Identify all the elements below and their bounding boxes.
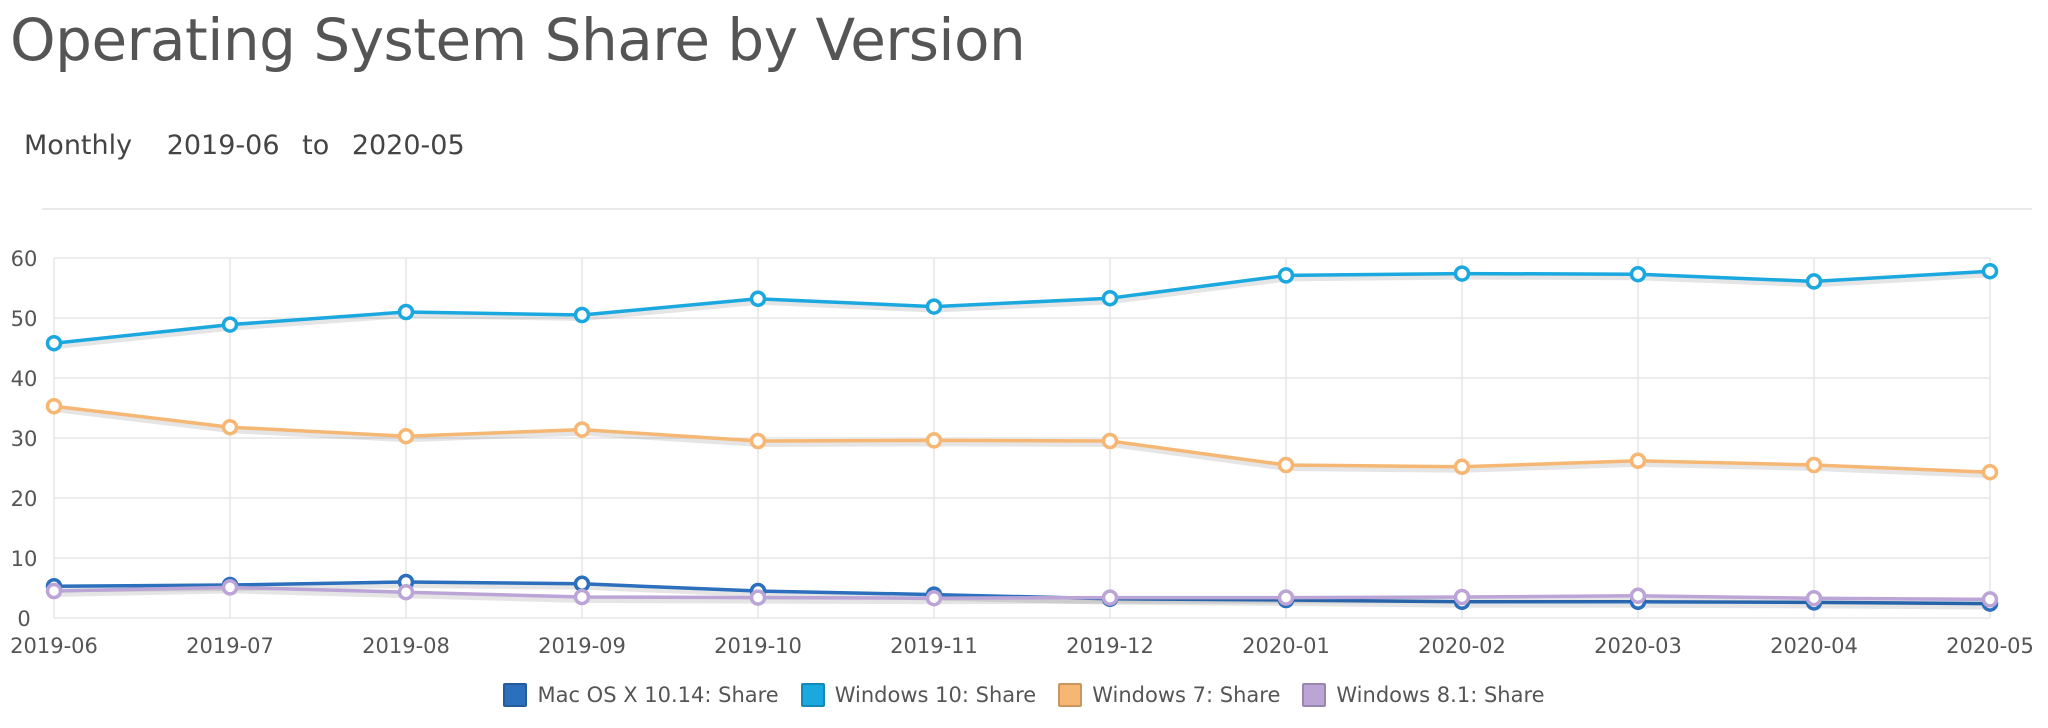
interval-label[interactable]: Monthly (24, 130, 133, 161)
data-point[interactable] (1277, 589, 1295, 606)
data-point[interactable] (45, 334, 63, 352)
x-tick-label: 2019-10 (714, 634, 802, 658)
legend-item[interactable]: Windows 7: Share (1058, 683, 1280, 707)
data-point[interactable] (749, 432, 767, 450)
legend-label: Mac OS X 10.14: Share (537, 683, 779, 707)
data-point[interactable] (397, 427, 415, 445)
y-tick-label: 30 (11, 427, 38, 451)
page-title: Operating System Share by Version (10, 6, 1026, 74)
series-shadow (54, 406, 1992, 479)
axis-layer: 0 10 20 30 40 50 60 2019-06 2019-07 2019-08 2019-0… (10, 247, 2034, 658)
header-divider (42, 208, 2032, 210)
data-point[interactable] (45, 397, 63, 415)
series-shadow (54, 271, 1992, 350)
legend-label: Windows 8.1: Share (1336, 683, 1545, 707)
data-point[interactable] (1101, 289, 1119, 307)
data-point[interactable] (1981, 262, 1999, 280)
x-tick-label: 2019-09 (538, 634, 626, 658)
data-point[interactable] (221, 579, 239, 596)
x-tick-label: 2020-02 (1418, 634, 1506, 658)
data-point[interactable] (925, 432, 943, 449)
range-separator: to (302, 130, 330, 161)
data-point[interactable] (1629, 452, 1647, 470)
data-point[interactable] (1805, 589, 1823, 607)
data-point[interactable] (573, 421, 591, 438)
x-tick-label: 2020-05 (1946, 634, 2034, 658)
series-layer (45, 262, 1999, 612)
data-point[interactable] (573, 588, 591, 606)
data-point[interactable] (1629, 265, 1647, 283)
data-point[interactable] (573, 575, 591, 593)
data-point[interactable] (397, 303, 415, 321)
legend-swatch (503, 683, 528, 707)
series-shadow (54, 582, 1992, 610)
legend-item[interactable]: Mac OS X 10.14: Share (503, 683, 779, 707)
series-line[interactable] (53, 404, 1991, 474)
data-point[interactable] (1981, 463, 1999, 481)
data-point[interactable] (1629, 587, 1647, 605)
y-tick-label: 10 (11, 547, 38, 571)
x-tick-label: 2019-08 (362, 634, 450, 658)
legend-swatch (1058, 683, 1083, 707)
x-tick-label: 2020-01 (1242, 634, 1330, 658)
x-tick-label: 2019-07 (186, 634, 274, 658)
series-line[interactable] (53, 585, 1991, 602)
data-point[interactable] (397, 583, 415, 601)
legend-label: Windows 10: Share (834, 683, 1037, 707)
data-point[interactable] (1981, 591, 1999, 608)
data-point[interactable] (1277, 456, 1295, 474)
x-tick-label: 2020-04 (1770, 634, 1858, 658)
data-point[interactable] (1277, 267, 1295, 284)
data-point[interactable] (749, 290, 767, 308)
legend-item[interactable]: Windows 10: Share (800, 683, 1037, 707)
data-point[interactable] (1805, 456, 1823, 474)
x-tick-label: 2019-11 (890, 634, 978, 658)
y-tick-label: 20 (11, 487, 38, 511)
series-line[interactable] (53, 269, 1991, 345)
x-tick-label: 2020-03 (1594, 634, 1682, 658)
data-point[interactable] (221, 418, 239, 436)
data-point[interactable] (1101, 432, 1119, 450)
data-point[interactable] (749, 589, 767, 606)
range-to[interactable]: 2020-05 (351, 130, 465, 161)
y-tick-label: 60 (11, 247, 38, 271)
data-point[interactable] (1453, 265, 1471, 282)
x-tick-label: 2019-12 (1066, 634, 1154, 658)
data-point[interactable] (1805, 273, 1823, 290)
series-shadow (54, 587, 1992, 606)
data-point[interactable] (573, 306, 591, 324)
data-point[interactable] (1453, 458, 1471, 476)
legend-label: Windows 7: Share (1092, 683, 1281, 707)
legend-item[interactable]: Windows 8.1: Share (1302, 683, 1545, 707)
data-point[interactable] (1453, 588, 1471, 606)
data-point[interactable] (45, 582, 63, 600)
y-tick-label: 40 (11, 367, 38, 391)
range-from[interactable]: 2019-06 (166, 130, 280, 161)
data-point[interactable] (221, 316, 239, 333)
legend-swatch (800, 683, 825, 707)
date-range-bar: Monthly 2019-06 to 2020-05 (24, 130, 465, 161)
data-point[interactable] (925, 298, 943, 315)
data-point[interactable] (925, 589, 943, 607)
data-point[interactable] (1101, 589, 1119, 606)
legend-swatch (1302, 683, 1327, 707)
y-tick-label: 50 (11, 307, 38, 331)
x-tick-label: 2019-06 (10, 634, 98, 658)
line-chart: 0 10 20 30 40 50 60 2019-06 2019-07 2019-08 2019-0… (10, 247, 2034, 658)
y-tick-label: 0 (17, 607, 30, 631)
chart-legend: Mac OS X 10.14: Share Windows 10: Share Wi… (0, 683, 2048, 712)
